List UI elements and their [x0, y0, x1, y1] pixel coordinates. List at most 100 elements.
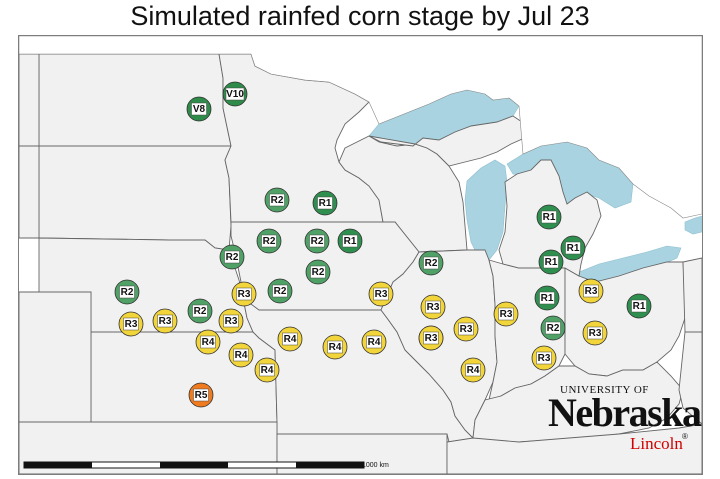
- site-marker-label-box: [458, 322, 474, 336]
- site-marker-label-box: [583, 284, 599, 298]
- site-marker-r3[interactable]: R3: [231, 281, 257, 307]
- state-tennessee-edge: [446, 423, 702, 474]
- site-marker-r2[interactable]: R2: [418, 250, 444, 276]
- map-title: Simulated rainfed corn stage by Jul 23: [130, 1, 590, 31]
- site-marker-r2[interactable]: R2: [540, 315, 566, 341]
- site-marker-r2[interactable]: R2: [304, 228, 330, 254]
- site-marker-stage-label: R1: [633, 301, 646, 312]
- site-marker-label-box: [123, 317, 139, 331]
- site-marker-r1[interactable]: R1: [538, 249, 564, 275]
- site-marker-label-box: [157, 314, 173, 328]
- state-west-virginia-edge: [678, 331, 702, 425]
- logo-registered-mark: ®: [682, 432, 688, 441]
- site-marker-stage-label: R1: [541, 293, 554, 304]
- site-marker-stage-label: R3: [589, 328, 602, 339]
- site-marker-label-box: [327, 340, 343, 354]
- scale-label: 1000 km: [362, 462, 389, 469]
- site-marker-v10[interactable]: V10: [222, 81, 248, 107]
- site-marker-stage-label: R4: [261, 365, 274, 376]
- site-marker-r1[interactable]: R1: [626, 293, 652, 319]
- state-kansas: [90, 331, 278, 423]
- site-marker-r4[interactable]: R4: [254, 357, 280, 383]
- site-marker-stage-label: R2: [312, 267, 325, 278]
- site-marker-label-box: [373, 287, 389, 301]
- site-marker-r3[interactable]: R3: [368, 281, 394, 307]
- site-marker-label-box: [223, 314, 239, 328]
- site-marker-r2[interactable]: R2: [187, 298, 213, 324]
- site-marker-r4[interactable]: R4: [361, 329, 387, 355]
- logo-lincoln: Lincoln: [630, 434, 683, 453]
- site-marker-r2[interactable]: R2: [219, 244, 245, 270]
- site-marker-label-box: [543, 255, 559, 269]
- site-marker-stage-label: V8: [193, 104, 206, 115]
- site-marker-label-box: [272, 284, 288, 298]
- site-marker-r2[interactable]: R2: [305, 259, 331, 285]
- site-marker-r5[interactable]: R5: [188, 382, 214, 408]
- site-marker-stage-label: R2: [271, 195, 284, 206]
- site-marker-stage-label: R3: [500, 309, 513, 320]
- site-marker-r1[interactable]: R1: [312, 190, 338, 216]
- site-marker-label-box: [536, 351, 552, 365]
- site-marker-r4[interactable]: R4: [460, 357, 486, 383]
- site-marker-stage-label: R4: [235, 350, 248, 361]
- state-pennsylvania-edge: [682, 257, 702, 333]
- site-marker-r1[interactable]: R1: [337, 228, 363, 254]
- site-marker-r3[interactable]: R3: [152, 308, 178, 334]
- site-marker-r4[interactable]: R4: [228, 342, 254, 368]
- site-marker-label-box: [310, 265, 326, 279]
- site-marker-label-box: [259, 363, 275, 377]
- site-marker-stage-label: R2: [263, 236, 276, 247]
- site-marker-r3[interactable]: R3: [118, 311, 144, 337]
- site-marker-r3[interactable]: R3: [420, 294, 446, 320]
- site-marker-r3[interactable]: R3: [453, 316, 479, 342]
- state-montana-edge: [19, 53, 40, 147]
- map-frame[interactable]: V8 V10 R2 R1 R2 R2 R1 R2 R2 R2 R1 R1 R1 R2 R3 R2 R3 R3 R3 R…: [18, 35, 703, 475]
- site-marker-label-box: [269, 193, 285, 207]
- site-marker-stage-label: R1: [543, 212, 556, 223]
- site-marker-r4[interactable]: R4: [277, 326, 303, 352]
- site-marker-label-box: [541, 210, 557, 224]
- site-marker-r3[interactable]: R3: [531, 345, 557, 371]
- site-marker-v8[interactable]: V8: [186, 96, 212, 122]
- site-marker-stage-label: R2: [226, 252, 239, 263]
- site-marker-stage-label: R3: [585, 286, 598, 297]
- site-marker-label-box: [119, 285, 135, 299]
- site-marker-label-box: [565, 241, 581, 255]
- site-marker-stage-label: R1: [567, 243, 580, 254]
- site-marker-label-box: [224, 250, 240, 264]
- site-marker-stage-label: R3: [238, 289, 251, 300]
- site-marker-r3[interactable]: R3: [418, 325, 444, 351]
- lake-michigan: [464, 159, 508, 261]
- site-marker-r2[interactable]: R2: [264, 187, 290, 213]
- site-marker-stage-label: R1: [319, 198, 332, 209]
- site-marker-label-box: [193, 388, 209, 402]
- site-marker-r1[interactable]: R1: [536, 204, 562, 230]
- site-marker-stage-label: R4: [368, 337, 381, 348]
- site-marker-stage-label: R2: [547, 323, 560, 334]
- site-marker-stage-label: R3: [125, 319, 138, 330]
- site-marker-r4[interactable]: R4: [322, 334, 348, 360]
- site-marker-label-box: [200, 335, 216, 349]
- site-marker-r1[interactable]: R1: [560, 235, 586, 261]
- site-marker-label-box: [282, 332, 298, 346]
- site-marker-r2[interactable]: R2: [114, 279, 140, 305]
- state-ohio: [564, 261, 686, 377]
- scale-bar: [23, 461, 365, 469]
- site-marker-label-box: [465, 363, 481, 377]
- site-marker-label-box: [631, 299, 647, 313]
- site-marker-stage-label: R3: [538, 353, 551, 364]
- site-marker-r3[interactable]: R3: [578, 278, 604, 304]
- canada: [19, 36, 702, 219]
- site-marker-r3[interactable]: R3: [582, 320, 608, 346]
- site-marker-r2[interactable]: R2: [256, 228, 282, 254]
- site-marker-stage-label: R2: [194, 306, 207, 317]
- lake-ontario: [684, 215, 702, 235]
- lakes: [368, 89, 702, 289]
- site-marker-r4[interactable]: R4: [195, 329, 221, 355]
- site-marker-label-box: [309, 234, 325, 248]
- site-marker-r1[interactable]: R1: [534, 285, 560, 311]
- site-marker-r3[interactable]: R3: [218, 308, 244, 334]
- map-canvas[interactable]: V8 V10 R2 R1 R2 R2 R1 R2 R2 R2 R1 R1 R1 R2 R3 R2 R3 R3 R3 R…: [19, 36, 702, 474]
- site-marker-r2[interactable]: R2: [267, 278, 293, 304]
- site-marker-r3[interactable]: R3: [493, 301, 519, 327]
